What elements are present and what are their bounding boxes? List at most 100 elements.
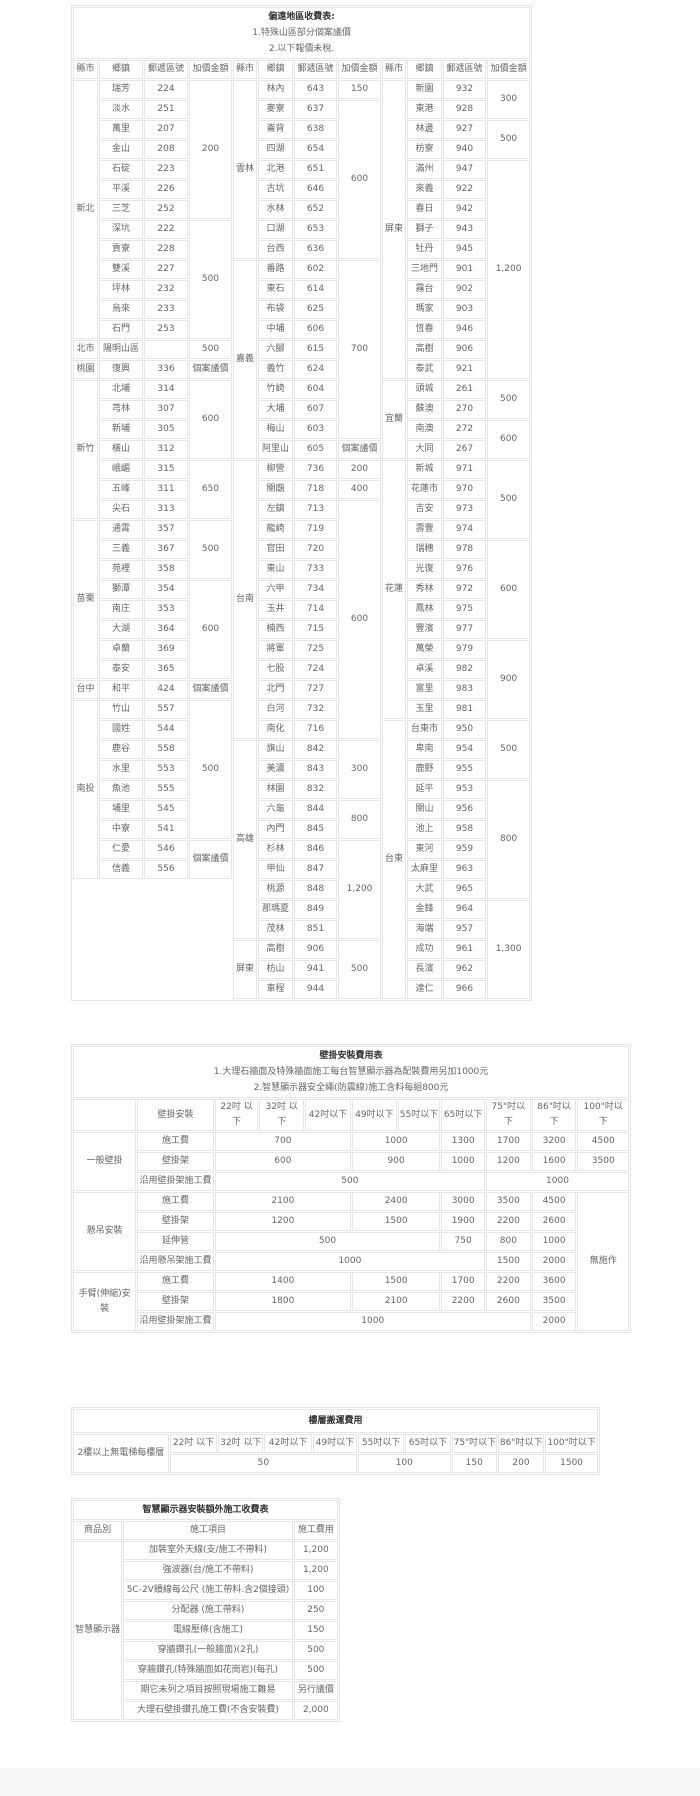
zip-code-cell: 652 [294,200,337,219]
town-cell: 瑞穗 [407,540,442,559]
table-row: 烏來 233 布袋 625 瑪家 903 [73,300,530,319]
zip-code-cell: 553 [144,760,188,779]
table-row: 信義 556 甲仙 847 太麻里 963 [73,860,530,879]
zip-code-cell: 849 [294,900,337,919]
table-row: 壁掛架 1800 2100 2200 2600 3500 [73,1292,629,1311]
zip-code-cell: 227 [144,260,188,279]
zip-code-cell: 251 [144,100,188,119]
town-cell: 三義 [99,540,143,559]
table-row: 仁愛 546 個案議價 杉林 846 1,200 東河 959 [73,840,530,939]
table-cell: 2600 [485,1292,531,1311]
table-cell: 49吋以下 [351,1099,397,1131]
column-header: 加價金額 [338,60,381,79]
zip-code-cell: 312 [144,440,188,459]
table-cell: 沿用懸吊架施工費 [137,1252,214,1271]
county-cell: 苗栗 [73,520,98,679]
table-cell: 3000 [441,1192,485,1211]
zip-code-cell: 557 [144,700,188,719]
zip-code-cell: 732 [294,700,337,719]
town-cell: 六甲 [258,580,293,599]
table-cell: 1900 [441,1212,485,1231]
table-cell: 49吋以下 [312,1434,358,1453]
surcharge-cell: 500 [189,220,232,339]
table-cell: 壁掛架 [137,1292,214,1311]
wall-mount-fee-table: 壁掛安裝費用表 1.大理石牆面及特殊牆面施工每台智慧顯示器為配裝費用另加1000… [71,1044,631,1333]
table-cell: 施工費 [137,1272,214,1291]
table-row: 芎林 307 大埔 607 蘇澳 270 [73,400,530,419]
zip-code-cell: 606 [294,320,337,339]
surcharge-cell: 600 [189,380,232,459]
town-cell: 中埔 [258,320,293,339]
zip-code-cell: 651 [294,160,337,179]
zip-code-cell: 305 [144,420,188,439]
zip-code-cell: 983 [443,680,486,699]
row-label-cell: 懸吊安裝 [73,1192,137,1271]
town-cell: 林邊 [407,120,442,139]
table-row: 苗栗 通霄 357 500 龍崎 719 壽豐 974 [73,520,530,679]
table-row: 懸吊安裝 施工費 2100 2400 3000 3500 4500 無施作 [73,1192,629,1331]
zip-code-cell [144,340,188,359]
remote-table-header: 偏遠地區收費表: 1.特殊山區部分個案議價 2.以下報價未稅. [73,7,531,59]
town-cell: 海端 [407,920,442,939]
floor-moving-table-title: 樓層搬運費用 [308,1415,363,1426]
zip-code-cell: 556 [144,860,188,879]
table-cell: 1000 [531,1232,577,1251]
zip-code-cell: 736 [294,460,337,479]
zip-code-cell: 979 [443,640,486,659]
table-cell: 2200 [485,1272,531,1291]
zip-code-cell: 928 [443,100,486,119]
table-cell: 42吋以下 [264,1434,312,1453]
zip-code-cell: 734 [294,580,337,599]
table-cell: 3500 [485,1192,531,1211]
table-cell: 強波器(台/施工不帶料) [123,1561,293,1580]
town-cell: 石門 [99,320,143,339]
zip-code-cell: 945 [443,240,486,259]
town-cell: 成功 [407,940,442,959]
town-cell: 和平 [99,680,143,699]
table-cell: 2200 [485,1212,531,1231]
table-cell: 1500 [351,1212,441,1231]
zip-code-cell: 956 [443,800,486,819]
table-cell: 3200 [531,1132,577,1151]
table-cell: 3600 [531,1272,577,1291]
zip-code-cell: 603 [294,420,337,439]
zip-code-cell: 978 [443,540,486,559]
zip-code-cell: 950 [443,720,486,739]
town-cell: 泰安 [99,660,143,679]
county-cell: 屏東 [382,80,406,379]
table-row: 桃園 復興 336 個案議價 義竹 624 泰武 921 [73,360,530,379]
table-cell: 2000 [531,1252,577,1271]
town-cell: 峨嵋 [99,460,143,479]
table-row: 沿用壁掛架施工費 1000 2000 [73,1312,629,1331]
town-cell: 鹿野 [407,760,442,779]
zip-code-cell: 842 [294,740,337,759]
zip-code-cell: 903 [443,300,486,319]
town-cell: 大武 [407,880,442,899]
surcharge-cell: 800 [338,800,381,839]
column-header: 鄉鎮 [407,60,442,79]
table-row: 魚池 555 林園 832 延平 953 800 [73,780,531,899]
zip-code-cell: 724 [294,660,337,679]
town-cell: 南澳 [407,420,442,439]
table-cell: 2400 [351,1192,441,1211]
table-row: 智慧顯示器 加裝室外天線(支/施工不帶料) 1,200 [73,1541,338,1720]
surcharge-cell: 個案議價 [189,680,232,699]
town-cell: 魚池 [99,780,143,799]
surcharge-cell: 650 [189,460,232,519]
column-header: 加價金額 [487,60,531,79]
town-cell: 柳營 [258,460,293,479]
table-row: 穿牆鑽孔(一般牆面)(2孔) 500 [73,1641,338,1660]
zip-code-cell: 977 [443,620,486,639]
county-cell: 屏東 [233,940,257,999]
town-cell: 車程 [258,980,293,999]
table-cell: 壁掛架 [137,1152,214,1171]
zip-code-cell: 832 [294,780,337,799]
zip-code-cell: 906 [443,340,486,359]
town-cell: 水林 [258,200,293,219]
table-cell: 100 [293,1581,338,1600]
table-row: 壁掛架 1200 1500 1900 2200 2600 [73,1212,629,1231]
town-cell: 獅子 [407,220,442,239]
table-cell: 1,200 [293,1561,338,1580]
town-cell: 將軍 [258,640,293,659]
town-cell: 玉里 [407,700,442,719]
